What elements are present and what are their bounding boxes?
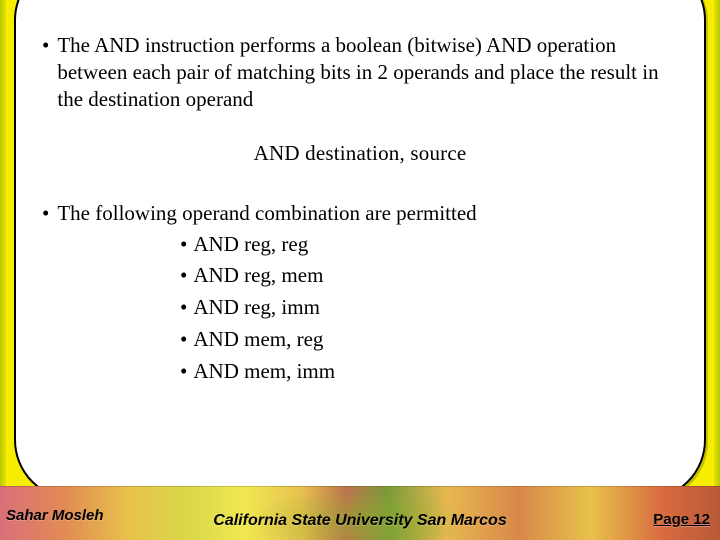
- slide: • The AND instruction performs a boolean…: [0, 0, 720, 540]
- syntax-line: AND destination, source: [50, 141, 670, 166]
- bullet-main-2-text: The following operand combination are pe…: [57, 200, 476, 227]
- sub-bullet-2: • AND reg, mem: [180, 260, 670, 292]
- content-card: • The AND instruction performs a boolean…: [14, 0, 706, 500]
- bullet-dot-icon: •: [180, 260, 187, 292]
- sub-bullet-2-text: AND reg, mem: [193, 260, 323, 292]
- left-edge-stripe: [0, 0, 6, 540]
- right-edge-stripe: [714, 0, 720, 540]
- sub-bullet-4-text: AND mem, reg: [193, 324, 323, 356]
- bullet-dot-icon: •: [42, 32, 49, 113]
- sub-bullet-3: • AND reg, imm: [180, 292, 670, 324]
- bullet-dot-icon: •: [42, 200, 49, 227]
- bullet-main-1-text: The AND instruction performs a boolean (…: [57, 32, 670, 113]
- bullet-main-1: • The AND instruction performs a boolean…: [50, 32, 670, 113]
- sub-bullet-5: • AND mem, imm: [180, 356, 670, 388]
- footer-page: Page 12: [653, 511, 710, 528]
- sub-bullet-4: • AND mem, reg: [180, 324, 670, 356]
- sub-bullet-list: • AND reg, reg • AND reg, mem • AND reg,…: [180, 229, 670, 389]
- sub-bullet-1-text: AND reg, reg: [193, 229, 308, 261]
- bullet-dot-icon: •: [180, 229, 187, 261]
- bullet-main-2: • The following operand combination are …: [50, 200, 670, 227]
- bullet-dot-icon: •: [180, 292, 187, 324]
- bullet-dot-icon: •: [180, 324, 187, 356]
- sub-bullet-3-text: AND reg, imm: [193, 292, 320, 324]
- sub-bullet-5-text: AND mem, imm: [193, 356, 335, 388]
- bullet-dot-icon: •: [180, 356, 187, 388]
- footer-university: California State University San Marcos: [0, 512, 720, 530]
- sub-bullet-1: • AND reg, reg: [180, 229, 670, 261]
